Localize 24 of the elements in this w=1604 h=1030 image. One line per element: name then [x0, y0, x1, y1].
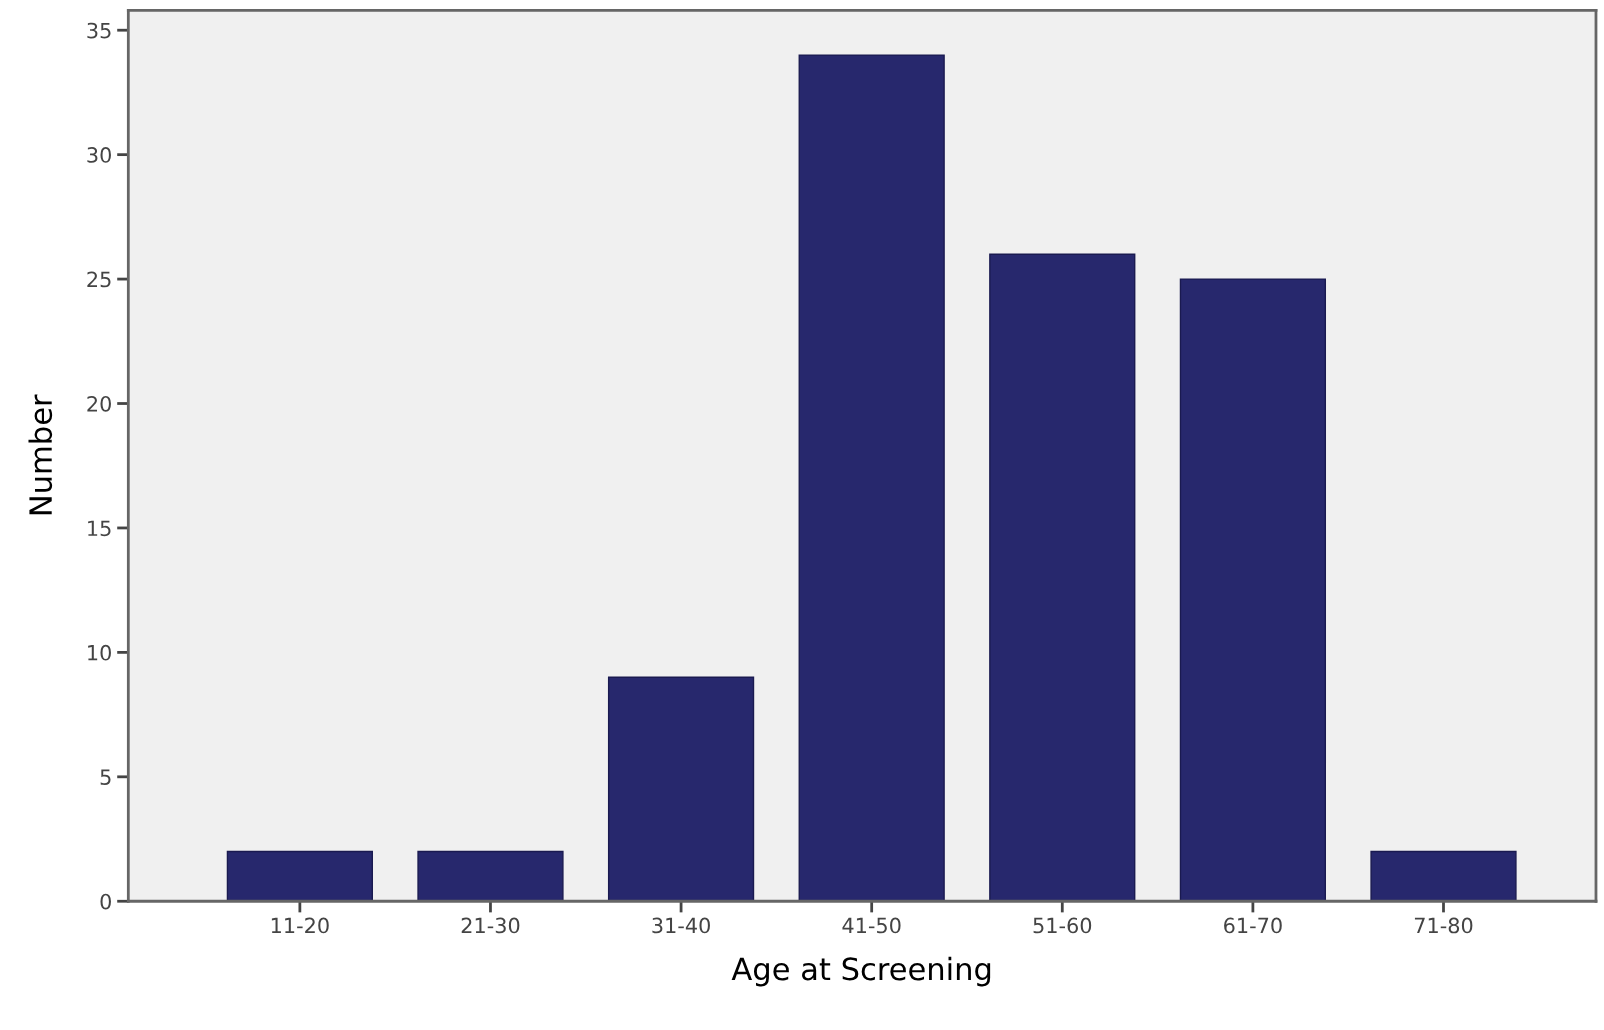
y-tick-label: 5 [100, 769, 111, 786]
bar [1179, 278, 1327, 902]
y-tick-label: 30 [87, 147, 111, 163]
y-tick-label: 0 [100, 893, 111, 910]
bar [798, 54, 945, 902]
x-tick-label: 71-80 [1414, 917, 1473, 934]
x-tick-label: 31-40 [652, 917, 710, 934]
bar [417, 850, 564, 902]
bar [989, 253, 1136, 902]
bar [226, 850, 373, 902]
x-tick-label: 21-30 [461, 917, 520, 934]
y-tick-label: 35 [87, 22, 111, 39]
x-tick-label: 61-70 [1224, 917, 1282, 934]
x-tick-label: 51-60 [1033, 917, 1092, 934]
x-tick-label: 41-50 [842, 917, 901, 934]
y-tick-label: 10 [88, 644, 111, 661]
y-tick-label: 15 [88, 520, 111, 537]
y-tick-label: 20 [87, 395, 111, 412]
x-tick-label: 11-20 [271, 917, 329, 934]
x-axis-title: Age at Screening [731, 956, 991, 987]
y-tick-label: 25 [87, 271, 111, 288]
bar [607, 676, 755, 902]
y-axis-title: Number [28, 394, 53, 515]
bar [1370, 850, 1517, 902]
